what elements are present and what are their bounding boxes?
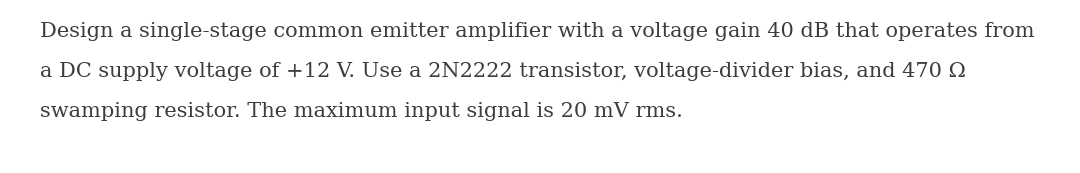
Text: a DC supply voltage of +12 V. Use a 2N2222 transistor, voltage-divider bias, and: a DC supply voltage of +12 V. Use a 2N22… — [40, 62, 966, 81]
Text: swamping resistor. The maximum input signal is 20 mV rms.: swamping resistor. The maximum input sig… — [40, 102, 683, 121]
Text: Design a single-stage common emitter amplifier with a voltage gain 40 dB that op: Design a single-stage common emitter amp… — [40, 22, 1035, 41]
